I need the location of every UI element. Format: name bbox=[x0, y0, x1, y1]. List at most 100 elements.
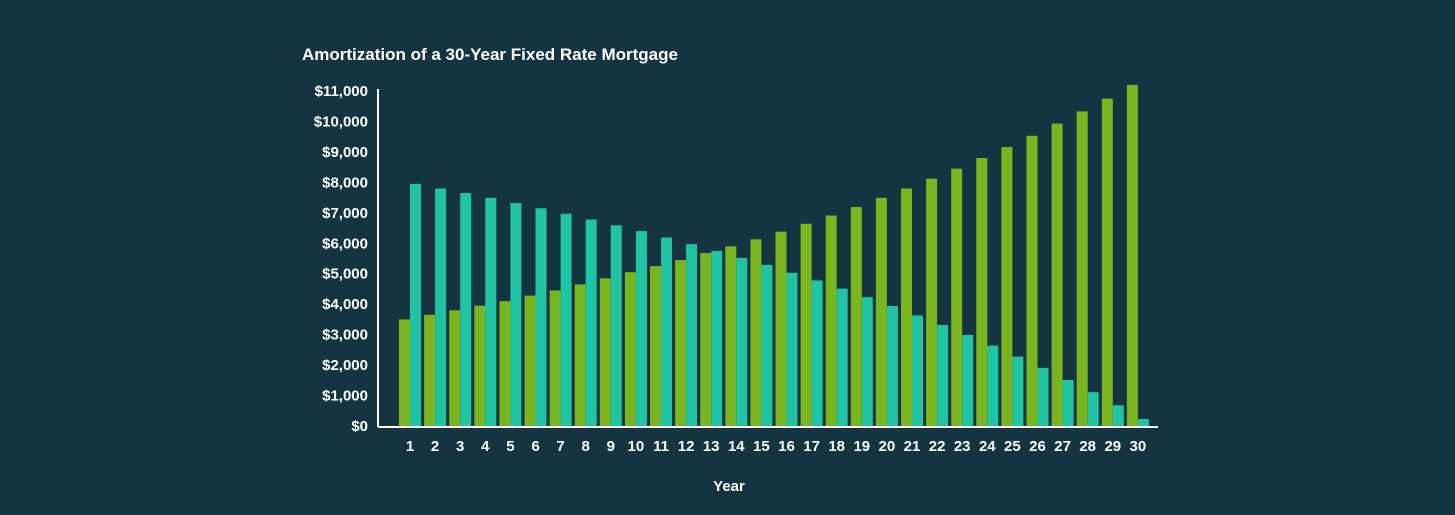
bar-series-1-year-20 bbox=[875, 197, 887, 426]
x-tick-label: 19 bbox=[853, 438, 870, 455]
x-tick-label: 23 bbox=[954, 438, 971, 455]
y-tick-label: $4,000 bbox=[322, 296, 368, 313]
bar-series-1-year-15 bbox=[750, 239, 762, 426]
bar-series-2-year-12 bbox=[686, 244, 698, 426]
bar-series-2-year-7 bbox=[560, 213, 572, 426]
x-tick-label: 5 bbox=[506, 438, 514, 455]
bar-series-2-year-30 bbox=[1137, 418, 1149, 426]
bar-series-1-year-12 bbox=[675, 260, 687, 426]
x-tick-label: 22 bbox=[929, 438, 946, 455]
y-tick-label: $8,000 bbox=[322, 174, 368, 191]
bar-series-2-year-14 bbox=[736, 257, 748, 426]
bar-series-1-year-1 bbox=[399, 319, 410, 426]
x-tick-label: 17 bbox=[803, 438, 820, 455]
y-tick-label: $5,000 bbox=[322, 266, 368, 283]
x-tick-label: 15 bbox=[753, 438, 770, 455]
y-tick-label: $3,000 bbox=[322, 327, 368, 344]
bar-series-2-year-16 bbox=[786, 272, 798, 426]
x-tick-label: 4 bbox=[481, 438, 490, 455]
y-tick-label: $6,000 bbox=[322, 235, 368, 252]
x-tick-label: 20 bbox=[879, 438, 896, 455]
x-tick-label: 7 bbox=[556, 438, 564, 455]
bar-series-1-year-9 bbox=[599, 278, 611, 426]
bar-series-1-year-30 bbox=[1126, 84, 1138, 426]
bar-series-1-year-8 bbox=[574, 284, 586, 426]
y-tick-label: $10,000 bbox=[314, 113, 368, 130]
x-tick-label: 27 bbox=[1054, 438, 1071, 455]
bar-series-2-year-5 bbox=[510, 203, 522, 426]
bar-series-1-year-27 bbox=[1051, 123, 1063, 426]
x-tick-label: 16 bbox=[778, 438, 795, 455]
x-tick-label: 29 bbox=[1104, 438, 1121, 455]
x-tick-label: 21 bbox=[904, 438, 921, 455]
x-tick-label: 8 bbox=[582, 438, 590, 455]
x-tick-label: 10 bbox=[628, 438, 645, 455]
bar-series-1-year-7 bbox=[549, 290, 561, 426]
bar-series-2-year-6 bbox=[535, 208, 547, 426]
bar-series-2-year-15 bbox=[761, 264, 773, 426]
x-tick-label: 3 bbox=[456, 438, 464, 455]
y-tick-label: $7,000 bbox=[322, 205, 368, 222]
bar-series-1-year-23 bbox=[951, 168, 963, 426]
bars-group bbox=[399, 84, 1149, 427]
x-tick-label: 26 bbox=[1029, 438, 1046, 455]
bar-series-2-year-9 bbox=[610, 225, 622, 426]
bar-series-2-year-4 bbox=[485, 197, 497, 426]
bar-series-2-year-8 bbox=[585, 219, 597, 426]
bar-series-2-year-10 bbox=[635, 231, 647, 426]
bar-series-2-year-26 bbox=[1037, 367, 1049, 426]
bar-series-1-year-13 bbox=[700, 253, 712, 426]
x-tick-label: 11 bbox=[653, 438, 669, 455]
bar-series-1-year-21 bbox=[901, 188, 912, 426]
bar-series-1-year-4 bbox=[474, 305, 486, 426]
bar-series-1-year-16 bbox=[775, 231, 787, 426]
bar-series-1-year-17 bbox=[800, 223, 812, 426]
bar-series-2-year-27 bbox=[1062, 380, 1074, 426]
x-tick-label: 6 bbox=[531, 438, 539, 455]
bar-series-2-year-13 bbox=[711, 250, 723, 426]
bar-series-2-year-11 bbox=[661, 237, 672, 426]
bar-series-1-year-2 bbox=[424, 314, 436, 426]
bar-series-1-year-28 bbox=[1076, 111, 1088, 427]
bar-series-2-year-20 bbox=[886, 306, 898, 426]
y-tick-label: $0 bbox=[351, 418, 368, 435]
bar-series-2-year-23 bbox=[962, 334, 974, 426]
bar-series-1-year-11 bbox=[650, 266, 661, 426]
bar-series-2-year-21 bbox=[912, 315, 923, 426]
bar-series-1-year-10 bbox=[624, 272, 636, 426]
bar-series-1-year-5 bbox=[499, 301, 511, 426]
bar-series-1-year-26 bbox=[1026, 135, 1038, 426]
x-tick-label: 18 bbox=[828, 438, 845, 455]
bar-series-2-year-2 bbox=[435, 188, 447, 426]
bar-series-2-year-17 bbox=[811, 280, 823, 426]
y-tick-label: $11,000 bbox=[315, 83, 368, 100]
bar-series-2-year-29 bbox=[1112, 405, 1124, 426]
bar-series-2-year-1 bbox=[410, 183, 421, 426]
bar-series-2-year-3 bbox=[460, 193, 472, 426]
bar-series-1-year-22 bbox=[926, 178, 938, 426]
bar-series-1-year-18 bbox=[825, 215, 837, 426]
y-tick-label: $9,000 bbox=[322, 144, 368, 161]
bar-series-1-year-14 bbox=[725, 246, 737, 426]
chart-title: Amortization of a 30-Year Fixed Rate Mor… bbox=[302, 45, 678, 64]
bar-series-2-year-28 bbox=[1087, 392, 1099, 426]
y-tick-label: $1,000 bbox=[322, 388, 368, 405]
bar-series-2-year-24 bbox=[987, 345, 999, 426]
bar-series-1-year-29 bbox=[1101, 98, 1113, 426]
bar-series-1-year-19 bbox=[850, 207, 862, 426]
y-axis-tick-labels: $0 $1,000 $2,000 $3,000 $4,000 $5,000 $6,000 $7… bbox=[314, 83, 368, 435]
bar-series-2-year-19 bbox=[861, 297, 873, 426]
y-tick-label: $2,000 bbox=[322, 357, 368, 374]
x-tick-label: 2 bbox=[431, 438, 439, 455]
bar-series-2-year-22 bbox=[937, 324, 949, 426]
bar-series-1-year-24 bbox=[976, 158, 988, 426]
bar-series-1-year-25 bbox=[1001, 147, 1013, 426]
x-tick-label: 30 bbox=[1130, 438, 1147, 455]
bar-series-1-year-6 bbox=[524, 295, 536, 426]
x-tick-label: 28 bbox=[1079, 438, 1096, 455]
x-tick-label: 24 bbox=[979, 438, 996, 455]
bar-series-2-year-18 bbox=[836, 288, 848, 426]
x-tick-label: 12 bbox=[678, 438, 695, 455]
